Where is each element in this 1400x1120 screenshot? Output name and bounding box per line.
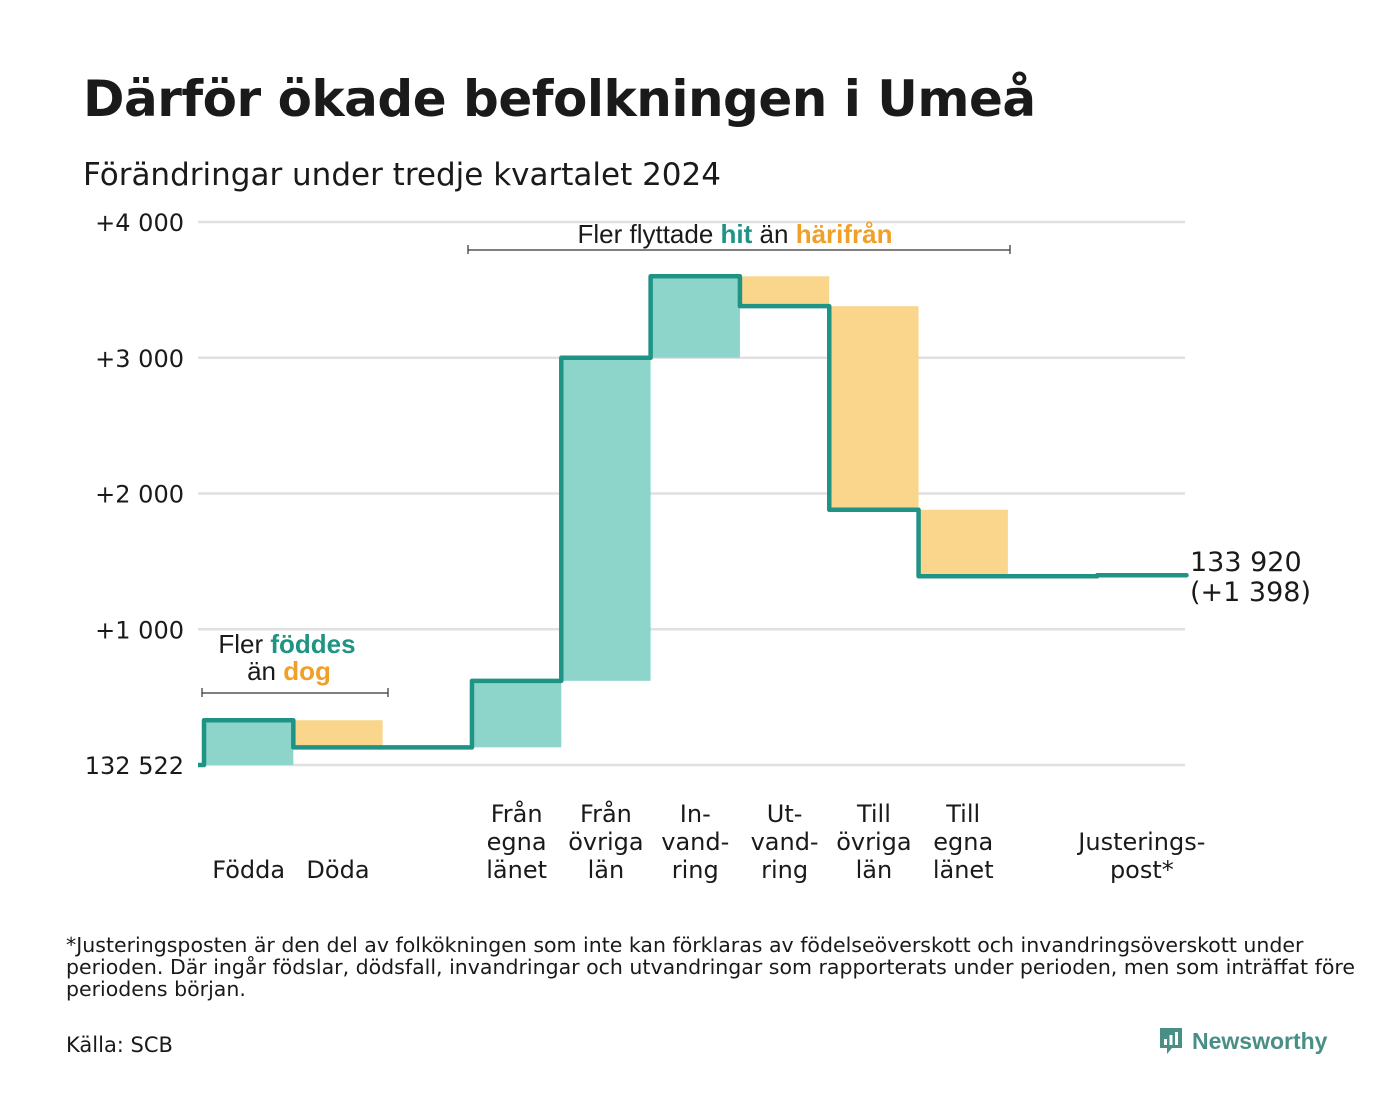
bar-chart-icon (1160, 1028, 1182, 1054)
x-axis-label: Från (580, 799, 632, 828)
x-axis-label: Till (856, 800, 891, 828)
end-total-label: 133 920 (1190, 547, 1302, 578)
svg-text:Fler föddes: Fler föddes (218, 629, 355, 659)
x-axis-label: egna (487, 828, 547, 856)
x-axis-label: egna (933, 828, 993, 856)
births-bracket (201, 688, 389, 697)
x-axis-label: vand- (751, 828, 819, 856)
migration-annotation-plain-2: än (752, 219, 795, 249)
waterfall-bar (204, 720, 294, 765)
x-axis-label: In- (680, 800, 711, 828)
svg-text:än dog: än dog (247, 656, 331, 686)
waterfall-bar (829, 306, 919, 510)
births-annotation: Fler föddes än dog (201, 629, 389, 697)
x-axis-label: länet (933, 856, 994, 884)
grid-lines (198, 220, 1185, 767)
x-axis-label: Döda (306, 856, 369, 884)
cumulative-line (198, 274, 1189, 768)
waterfall-bar (739, 276, 830, 307)
y-tick-label: +3 000 (95, 345, 184, 373)
cumulative-line-layer (198, 274, 1189, 768)
y-tick-label: +4 000 (95, 209, 184, 237)
waterfall-bar (650, 276, 740, 358)
y-tick-label: +1 000 (95, 616, 184, 644)
migration-bracket (467, 245, 1011, 254)
svg-text:Fler flyttade hit än härifrån: Fler flyttade hit än härifrån (577, 219, 892, 249)
births-annotation-plain-1: Fler (218, 629, 270, 659)
y-tick-label: 132 522 (85, 752, 184, 780)
x-axis-label: Ut- (767, 800, 803, 828)
births-annotation-highlight-1: föddes (270, 629, 355, 659)
end-change-label: (+1 398) (1190, 577, 1311, 608)
x-axis-labels: Födda DödaFrånegnalänetFrånövrigalänIn-va… (212, 799, 1205, 884)
x-axis-label: Från (491, 799, 543, 828)
x-axis-label: ring (672, 856, 719, 884)
source-label: Källa: SCB (66, 1033, 173, 1057)
waterfall-bar (471, 680, 562, 748)
x-axis-label: vand- (661, 828, 729, 856)
end-value-label: 133 920 (+1 398) (1190, 547, 1311, 608)
x-axis-label: län (588, 856, 625, 884)
x-axis-label: post* (1110, 856, 1174, 884)
migration-annotation-highlight-2: härifrån (796, 219, 893, 249)
migration-annotation: Fler flyttade hit än härifrån (467, 219, 1011, 254)
y-tick-label: +2 000 (95, 481, 184, 509)
births-annotation-plain-2: än (247, 656, 283, 686)
x-axis-label: Till (945, 800, 980, 828)
births-annotation-highlight-2: dog (283, 656, 331, 686)
waterfall-bar (918, 509, 1008, 577)
chart-title: Därför ökade befolkningen i Umeå (83, 70, 1036, 128)
x-axis-label: Födda (212, 856, 285, 884)
y-axis-ticks: 132 522 +1 000 +2 000 +3 000 +4 000 (85, 209, 184, 780)
waterfall-bar (561, 357, 651, 681)
migration-annotation-highlight-1: hit (721, 219, 753, 249)
x-axis-label: länet (486, 856, 547, 884)
brand-name: Newsworthy (1192, 1027, 1328, 1054)
x-axis-label: övriga (836, 828, 911, 856)
chart-subtitle: Förändringar under tredje kvartalet 2024 (83, 157, 721, 193)
x-axis-label: Justerings- (1076, 828, 1205, 856)
newsworthy-logo: Newsworthy (1158, 1026, 1327, 1056)
migration-annotation-plain-1: Fler flyttade (577, 219, 720, 249)
x-axis-label: övriga (568, 828, 643, 856)
waterfall-bar (293, 720, 383, 748)
waterfall-bars (204, 276, 1008, 765)
x-axis-label: ring (761, 856, 808, 884)
x-axis-label: län (856, 856, 893, 884)
footnote: *Justeringsposten är den del av folkökni… (66, 933, 1355, 1001)
